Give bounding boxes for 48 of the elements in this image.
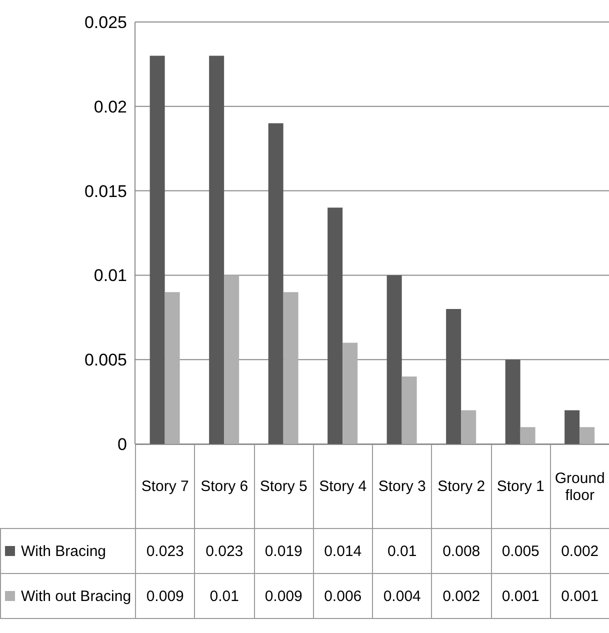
x-tick-label: Story 5 (254, 444, 314, 528)
data-label: 0.009 (136, 574, 195, 618)
bar (520, 427, 536, 444)
data-label: 0.023 (136, 528, 195, 574)
data-label: 0.014 (313, 528, 372, 574)
x-tick-label: Story 1 (491, 444, 550, 528)
data-label: 0.001 (550, 574, 609, 618)
bar (164, 292, 180, 444)
bar (402, 376, 417, 444)
bar (150, 56, 165, 444)
bar (461, 410, 476, 444)
data-label: 0.009 (254, 574, 314, 618)
legend-label: With Bracing (0, 528, 136, 574)
y-tick-label: 0.02 (94, 97, 127, 116)
bar (386, 275, 402, 444)
data-label: 0.002 (550, 528, 609, 574)
bar (283, 292, 298, 444)
data-label: 0.008 (432, 528, 491, 574)
data-label: 0.023 (194, 528, 254, 574)
bar (328, 208, 343, 444)
y-tick-label: 0.01 (94, 266, 127, 286)
data-label: 0.005 (491, 528, 550, 574)
bar (342, 342, 358, 444)
bar (446, 308, 462, 444)
data-label: 0.002 (432, 574, 491, 618)
data-label: 0.006 (313, 574, 372, 618)
bar (580, 427, 595, 444)
data-label: 0.001 (491, 574, 550, 618)
bar (268, 123, 284, 444)
x-tick-label: Story 6 (194, 444, 254, 528)
data-label: 0.01 (372, 528, 432, 574)
bar (224, 275, 240, 444)
legend-label: With out Bracing (0, 574, 136, 618)
y-tick-label: 0.025 (84, 13, 127, 32)
x-tick-label: Story 3 (372, 444, 432, 528)
x-tick-label: Story 7 (136, 444, 195, 528)
bar (209, 56, 224, 444)
x-tick-label: Story 4 (313, 444, 372, 528)
data-label: 0.01 (194, 574, 254, 618)
x-tick-label: Story 2 (432, 444, 491, 528)
bar (505, 360, 520, 444)
x-tick-label: Ground floor (550, 444, 609, 528)
data-label: 0.019 (254, 528, 314, 574)
y-tick-label: 0.015 (84, 182, 127, 201)
bar (564, 410, 580, 444)
data-label: 0.004 (372, 574, 432, 618)
y-tick-label: 0 (118, 435, 127, 454)
y-tick-label: 0.005 (84, 350, 127, 370)
